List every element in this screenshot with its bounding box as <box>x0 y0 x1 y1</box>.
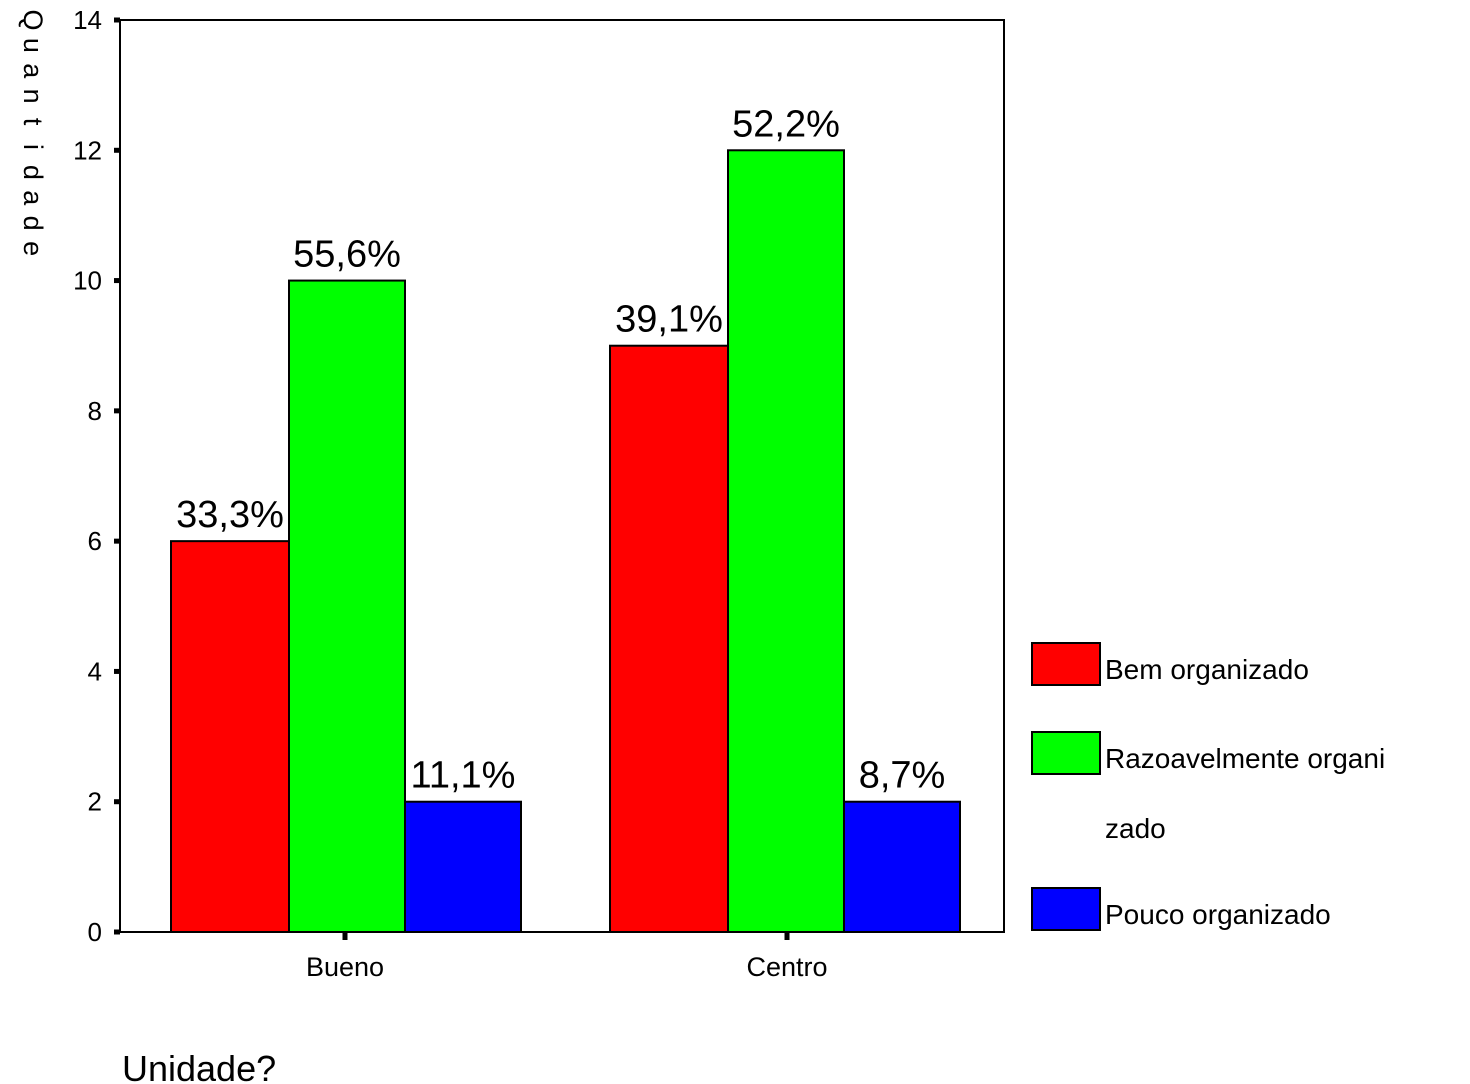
data-label: 39,1% <box>615 299 723 341</box>
legend-label: Pouco organizado <box>1105 899 1331 930</box>
y-axis-label-char: u <box>18 38 48 53</box>
data-label: 33,3% <box>176 494 284 536</box>
legend-swatch <box>1031 887 1101 931</box>
bar <box>288 279 406 934</box>
x-axis-label: Unidade? <box>122 1048 276 1084</box>
bar <box>170 540 290 934</box>
y-axis-label-char: a <box>18 190 48 206</box>
y-axis-label-char: Q <box>18 9 48 30</box>
data-label: 8,7% <box>859 755 946 797</box>
y-axis-label-char: t <box>18 118 48 126</box>
bar <box>404 800 522 934</box>
y-axis-label-char: e <box>18 241 48 256</box>
y-tick-label: 6 <box>88 526 102 556</box>
data-label: 55,6% <box>293 234 401 276</box>
legend-label: zado <box>1105 813 1166 844</box>
bars <box>170 149 961 934</box>
y-axis-label-char: i <box>18 144 48 150</box>
y-axis-label-char: n <box>18 89 48 104</box>
y-tick-label: 8 <box>88 396 102 426</box>
plot-frame <box>119 19 1005 933</box>
legend-label: Razoavelmente organi <box>1105 743 1385 774</box>
y-axis: 0 2 4 6 8 10 12 14 <box>73 5 120 947</box>
x-tick-label: Bueno <box>306 952 384 982</box>
data-label: 11,1% <box>411 755 516 797</box>
y-tick-label: 14 <box>73 5 102 35</box>
legend-swatch <box>1031 731 1101 775</box>
legend-swatch <box>1031 642 1101 686</box>
legend-label: Bem organizado <box>1105 654 1309 685</box>
legend: Bem organizado Razoavelmente organi zado Po… <box>1031 642 1385 931</box>
data-label: 52,2% <box>732 103 840 145</box>
data-labels: 33,3% 55,6% 11,1% 39,1% 52,2% 8,7% <box>176 103 945 796</box>
y-axis-label-char: d <box>18 165 48 180</box>
bar <box>609 344 729 933</box>
bar <box>843 800 961 934</box>
x-axis: Bueno Centro <box>306 932 828 982</box>
y-axis-label-char: d <box>18 216 48 231</box>
y-axis-label-char: a <box>18 63 48 79</box>
y-tick-label: 0 <box>88 917 102 947</box>
y-tick-label: 10 <box>73 266 102 296</box>
y-tick-label: 12 <box>73 135 102 165</box>
bar <box>727 149 845 934</box>
y-tick-label: 2 <box>88 787 102 817</box>
y-tick-label: 4 <box>88 656 102 686</box>
x-tick-label: Centro <box>746 952 827 982</box>
